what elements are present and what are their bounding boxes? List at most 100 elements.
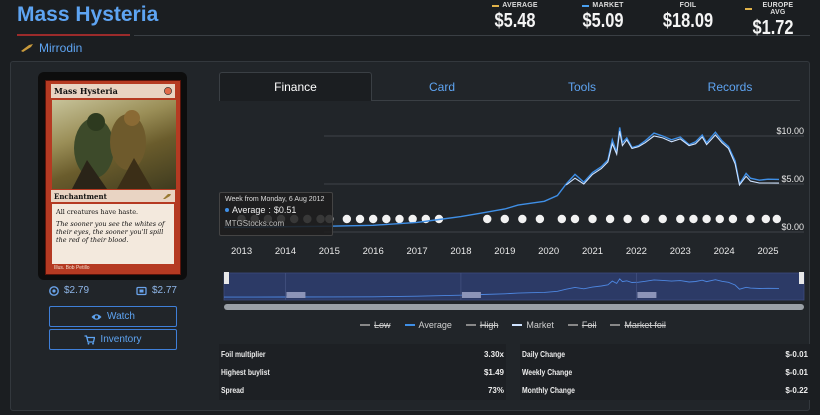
x-tick-label: 2020	[538, 246, 559, 257]
vendor-price-2-value: $2.77	[151, 285, 177, 296]
x-tick-label: 2018	[450, 246, 471, 257]
foil-price: FOIL $18.09	[657, 2, 719, 33]
vendor-prices: $2.79 $2.77	[49, 285, 177, 296]
title-underline	[17, 34, 130, 36]
card-type-line: Enchantment	[54, 191, 107, 201]
chart-tooltip: Week from Monday, 6 Aug 2012 Average: $0…	[219, 192, 333, 236]
set-release-icon[interactable]	[715, 214, 724, 224]
tab-records[interactable]: Records	[707, 79, 753, 94]
market-label: MARKET	[592, 2, 624, 9]
set-release-icon[interactable]	[658, 214, 667, 224]
set-release-icon[interactable]	[408, 214, 417, 224]
legend-market[interactable]: Market	[512, 320, 554, 330]
stat-value: $-0.01	[785, 349, 808, 359]
market-price: MARKET $5.09	[578, 2, 628, 33]
navigator-handle-left[interactable]	[224, 272, 229, 284]
legend-high-swatch	[465, 324, 476, 326]
vendor-price-1-value: $2.79	[64, 285, 90, 296]
watch-button[interactable]: Watch	[49, 306, 177, 327]
stat-row: Highest buylist $1.49	[219, 363, 506, 381]
legend-market-foil-label: Market foil	[624, 320, 666, 330]
set-symbol-icon	[21, 44, 33, 52]
inventory-button-label: Inventory	[100, 334, 142, 345]
set-rarity-icon	[163, 193, 171, 199]
y-tick-label: $0.00	[781, 222, 804, 232]
x-tick-label: 2014	[275, 246, 296, 257]
stat-value: 73%	[487, 385, 504, 395]
set-release-icon[interactable]	[342, 214, 352, 224]
navigator-handle-right[interactable]	[799, 272, 804, 284]
tab-tools[interactable]: Tools	[567, 79, 596, 94]
set-release-icon[interactable]	[483, 214, 492, 224]
legend-low[interactable]: Low	[360, 320, 391, 330]
set-release-icon[interactable]	[395, 214, 404, 224]
stat-row: Foil multiplier 3.30x	[219, 345, 506, 363]
average-swatch	[492, 4, 500, 7]
x-tick-label: 2016	[363, 246, 384, 257]
set-release-icon[interactable]	[702, 214, 711, 224]
set-release-icon[interactable]	[772, 214, 782, 224]
stat-label: Monthly Change	[522, 385, 575, 395]
inventory-button[interactable]: Inventory	[49, 329, 177, 350]
average-value: $5.48	[494, 10, 536, 32]
stats-table-right: Daily Change $-0.01 Weekly Change $-0.01 M…	[520, 344, 810, 400]
legend-market-foil[interactable]: Market foil	[610, 320, 666, 330]
vendor-price-2[interactable]: $2.77	[136, 285, 177, 296]
set-release-icon[interactable]	[500, 214, 509, 224]
tooltip-source: MTGStocks.com	[225, 219, 285, 228]
set-release-icon[interactable]	[605, 214, 615, 224]
range-navigator[interactable]	[223, 272, 805, 301]
set-release-icon[interactable]	[640, 214, 650, 224]
legend-low-swatch	[360, 324, 370, 326]
set-link[interactable]: Mirrodin	[20, 41, 82, 55]
eye-icon	[91, 313, 102, 320]
vendor-price-1[interactable]: $2.79	[49, 285, 89, 296]
legend-foil-swatch	[567, 324, 578, 326]
set-release-icon[interactable]	[588, 214, 597, 224]
page-header: Mass Hysteria Mirrodin AVERAGE $5.48 MAR…	[0, 0, 820, 60]
set-release-icon[interactable]	[557, 214, 567, 224]
set-release-icon[interactable]	[368, 214, 378, 224]
watch-button-label: Watch	[107, 311, 135, 322]
europe-value: $1.72	[752, 17, 794, 39]
y-tick-label: $5.00	[781, 174, 804, 184]
set-release-icon[interactable]	[382, 214, 391, 224]
legend-foil[interactable]: Foil	[567, 320, 596, 330]
card-flavor-text: The sooner you see the whites of their e…	[56, 220, 165, 244]
set-release-icon[interactable]	[535, 214, 545, 224]
tab-finance[interactable]: Finance	[219, 72, 372, 101]
header-divider	[134, 35, 810, 36]
tab-card[interactable]: Card	[428, 79, 455, 94]
x-tick-label: 2023	[670, 246, 691, 257]
navigator-scrollbar[interactable]	[224, 304, 804, 310]
stat-row: Weekly Change $-0.01	[520, 363, 810, 381]
tooltip-value: $0.51	[273, 205, 297, 215]
set-release-icon[interactable]	[355, 214, 365, 224]
set-release-icon[interactable]	[676, 214, 685, 224]
set-release-icon[interactable]	[623, 214, 632, 224]
stat-label: Highest buylist	[221, 367, 270, 377]
set-release-icon[interactable]	[689, 214, 698, 224]
set-name: Mirrodin	[39, 41, 83, 55]
stat-value: 3.30x	[483, 349, 504, 359]
legend-average[interactable]: Average	[404, 320, 452, 330]
x-tick-label: 2015	[319, 246, 340, 257]
x-tick-label: 2019	[494, 246, 515, 257]
set-release-icon[interactable]	[518, 214, 527, 224]
stat-row: Monthly Change $-0.22	[520, 381, 810, 399]
stat-value: $-0.01	[785, 367, 808, 377]
tcgplayer-icon	[136, 286, 147, 295]
set-release-icon[interactable]	[570, 214, 580, 224]
card-image[interactable]: Mass Hysteria Enchantment All creatures …	[45, 80, 181, 275]
x-tick-label: 2017	[406, 246, 427, 257]
europe-price: EUROPE AVG $1.72	[745, 2, 801, 40]
set-release-icon[interactable]	[761, 214, 771, 224]
stats-table-left: Foil multiplier 3.30x Highest buylist $1.4…	[219, 344, 506, 400]
set-release-icon[interactable]	[746, 214, 755, 224]
market-swatch	[582, 4, 590, 7]
tab-bar: Finance Card Tools Records	[219, 72, 800, 101]
x-tick-label: 2021	[582, 246, 603, 257]
stat-value: $-0.22	[785, 385, 808, 395]
set-release-icon[interactable]	[728, 214, 738, 224]
legend-high[interactable]: High	[465, 320, 498, 330]
